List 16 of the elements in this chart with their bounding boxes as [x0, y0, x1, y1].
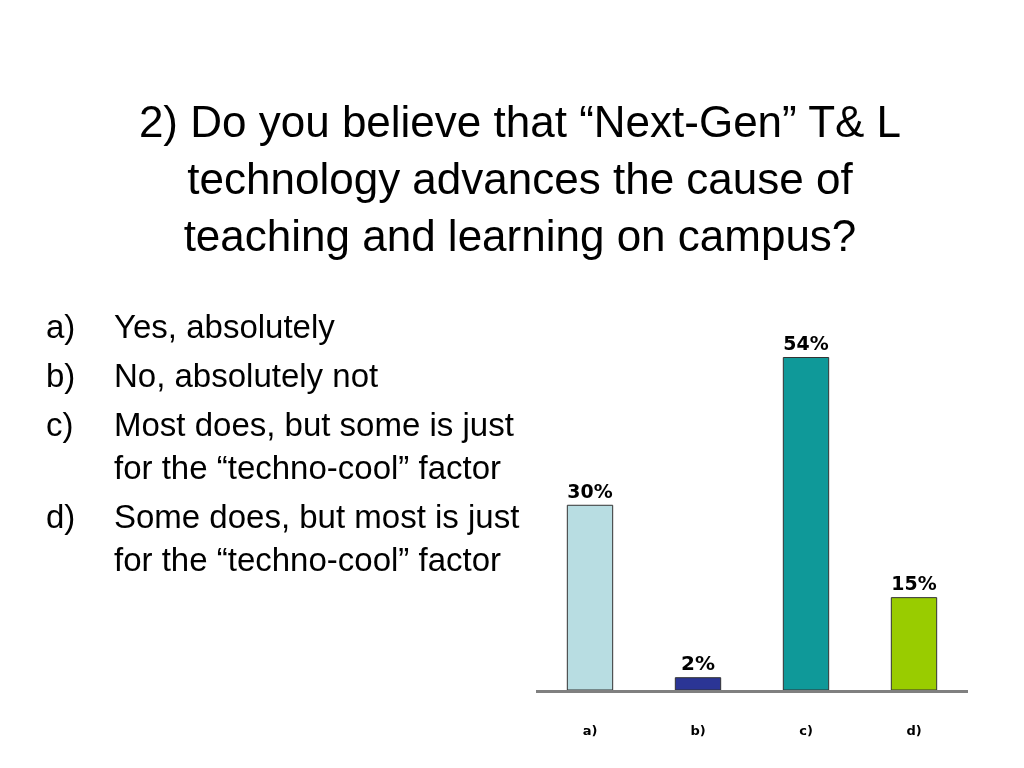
- data-label: 30%: [567, 479, 613, 502]
- data-label: 2%: [681, 650, 715, 675]
- bar: [782, 357, 830, 690]
- bar: [566, 504, 614, 690]
- data-label: 54%: [783, 331, 829, 354]
- bar: [674, 677, 722, 690]
- x-tick-label: c): [799, 722, 813, 738]
- text: a) Yes, absolutely: [46, 308, 336, 345]
- text: b) No, absolutely not: [46, 357, 379, 394]
- chart-title: 2) Do you believe that “Next-Gen” T& L technology advances the cause of teaching and learning on campus?: [138, 97, 902, 261]
- x-tick-label: b): [690, 722, 706, 738]
- x-tick-label: a): [582, 722, 598, 738]
- text: d) Some does, but most is just for the “techno-cool” factor: [46, 498, 520, 578]
- x-tick-label: d): [906, 722, 922, 738]
- bar: [890, 597, 938, 690]
- data-label: 15%: [891, 571, 937, 594]
